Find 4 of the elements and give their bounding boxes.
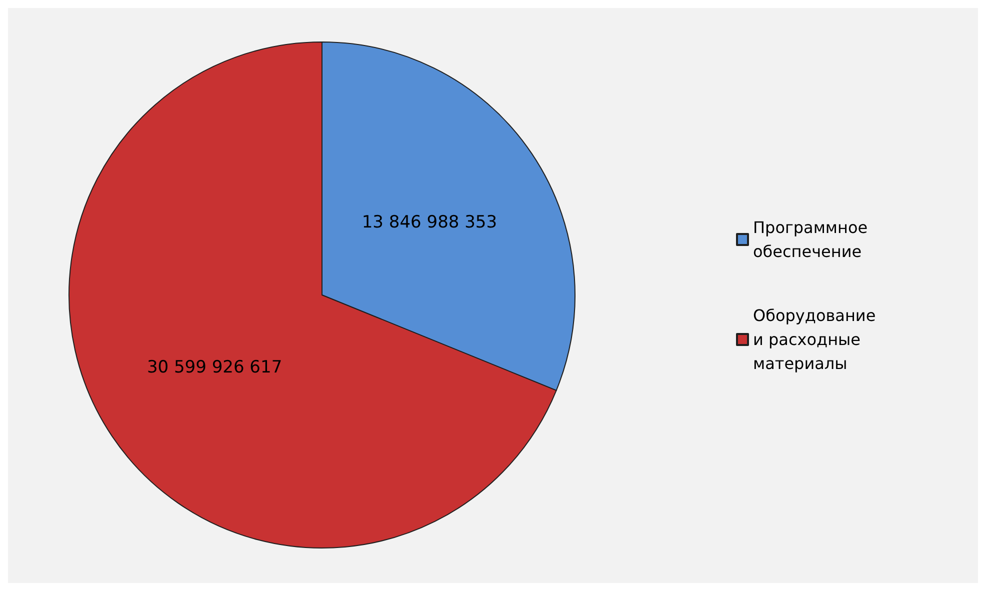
legend-label: Оборудование и расходные материалы	[753, 306, 881, 373]
legend-label: Программное обеспечение	[753, 218, 873, 261]
data-label: 13 846 988 353	[362, 212, 498, 233]
data-label: 30 599 926 617	[146, 357, 282, 378]
